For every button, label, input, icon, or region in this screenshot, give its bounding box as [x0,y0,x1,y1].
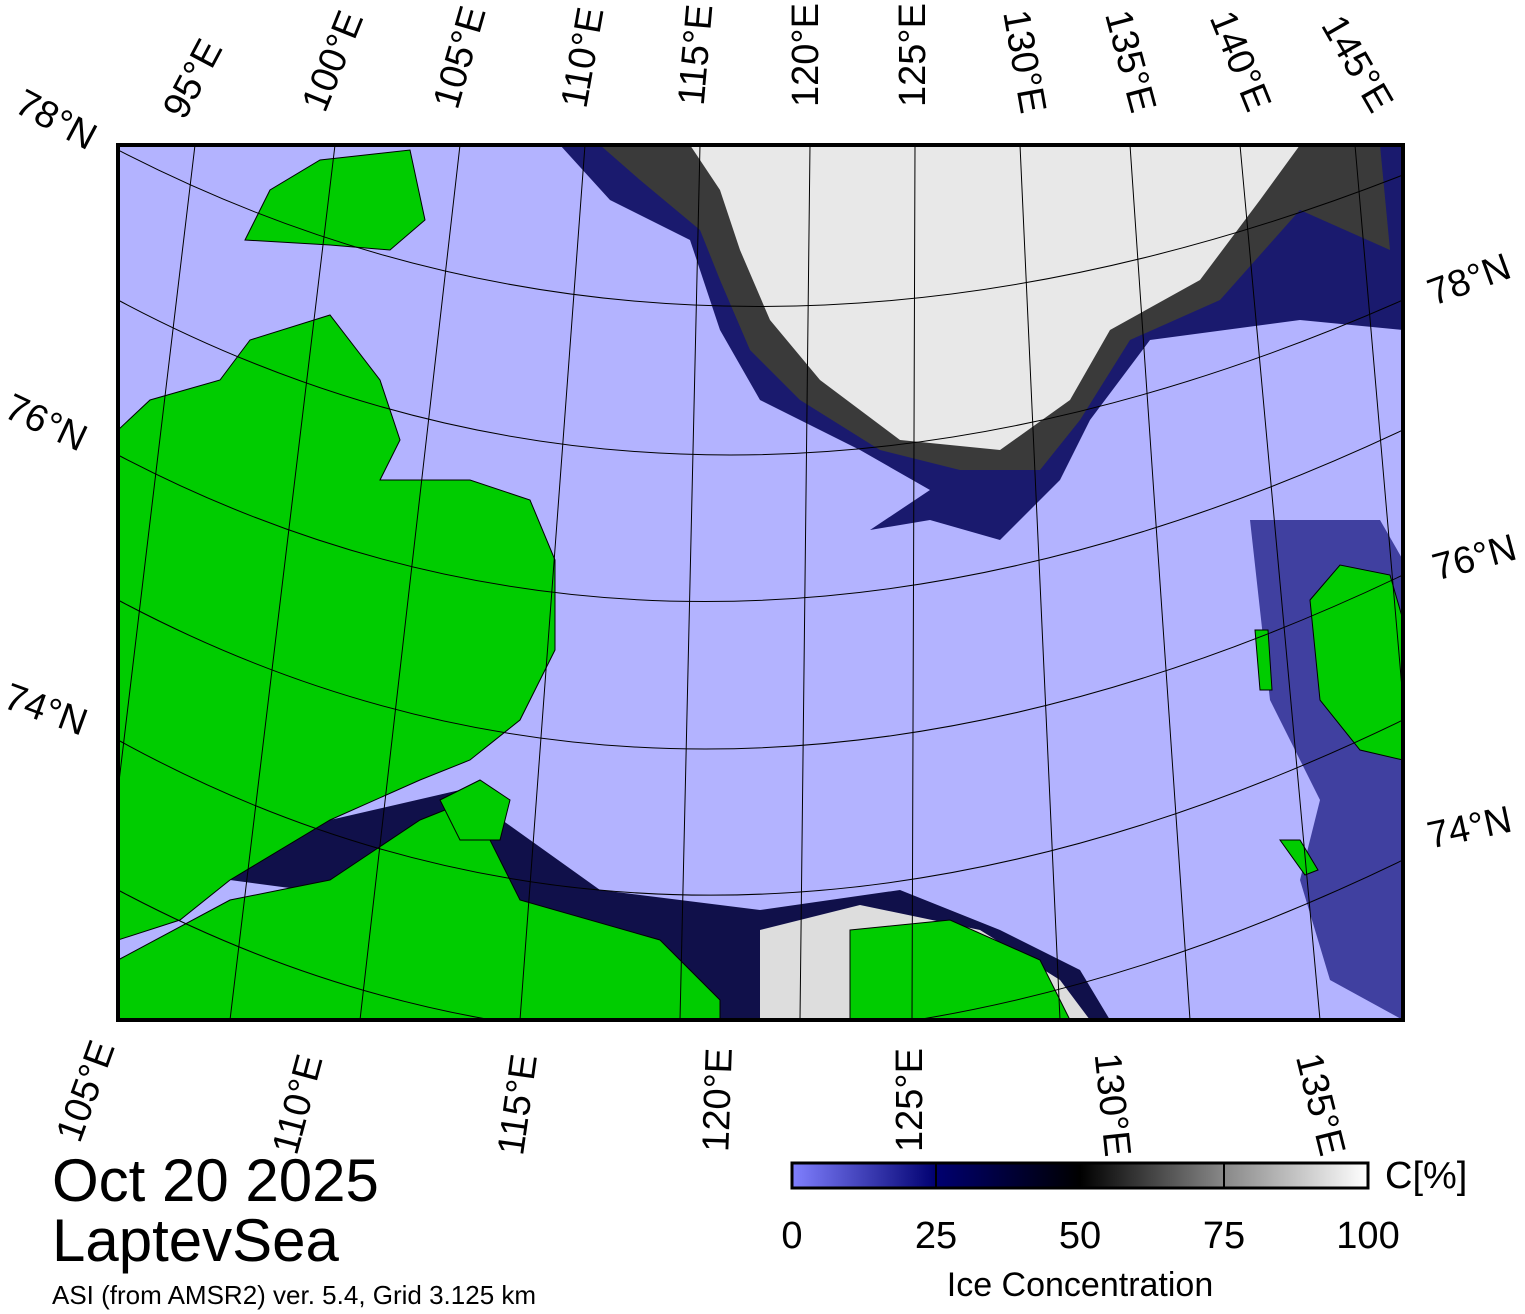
top-label: 120°E [785,3,827,107]
date-title: Oct 20 2025 [52,1147,379,1214]
bottom-label: 115°E [490,1052,546,1158]
top-label: 135°E [1096,6,1163,117]
colorbar-tick-label: 50 [1059,1215,1101,1257]
bottom-label: 105°E [49,1035,124,1147]
bottom-label: 120°E [695,1047,741,1152]
source-note: ASI (from AMSR2) ver. 5.4, Grid 3.125 km [52,1280,536,1310]
left-label: 74°N [0,676,93,745]
colorbar-tick-label: 0 [781,1215,802,1257]
bottom-label: 110°E [265,1050,332,1159]
top-label: 140°E [1201,5,1279,117]
colorbar-label: Ice Concentration [947,1266,1214,1304]
colorbar-tick-label: 100 [1336,1215,1399,1257]
right-label: 74°N [1424,799,1516,858]
left-label: 78°N [9,82,104,159]
top-label: 125°E [892,3,934,107]
map-frame [116,143,1405,1022]
colorbar-tick-label: 25 [915,1215,957,1257]
top-label: 110°E [554,4,613,111]
top-label: 115°E [671,3,722,107]
colorbar-tick-label: 75 [1203,1215,1245,1257]
bottom-label: 135°E [1287,1049,1353,1160]
left-label: 76°N [0,386,93,460]
right-label: 76°N [1428,527,1521,590]
top-label: 145°E [1313,9,1401,120]
bottom-label: 125°E [889,1048,931,1152]
bottom-label: 130°E [1086,1051,1139,1159]
colorbar-unit: C[%] [1385,1155,1467,1197]
top-label: 105°E [426,2,495,114]
top-label: 100°E [294,5,372,117]
right-label: 78°N [1422,246,1516,315]
top-label: 95°E [155,33,231,126]
map-area [118,145,1403,1020]
top-label: 130°E [994,7,1053,117]
region-title: LaptevSea [52,1207,340,1274]
